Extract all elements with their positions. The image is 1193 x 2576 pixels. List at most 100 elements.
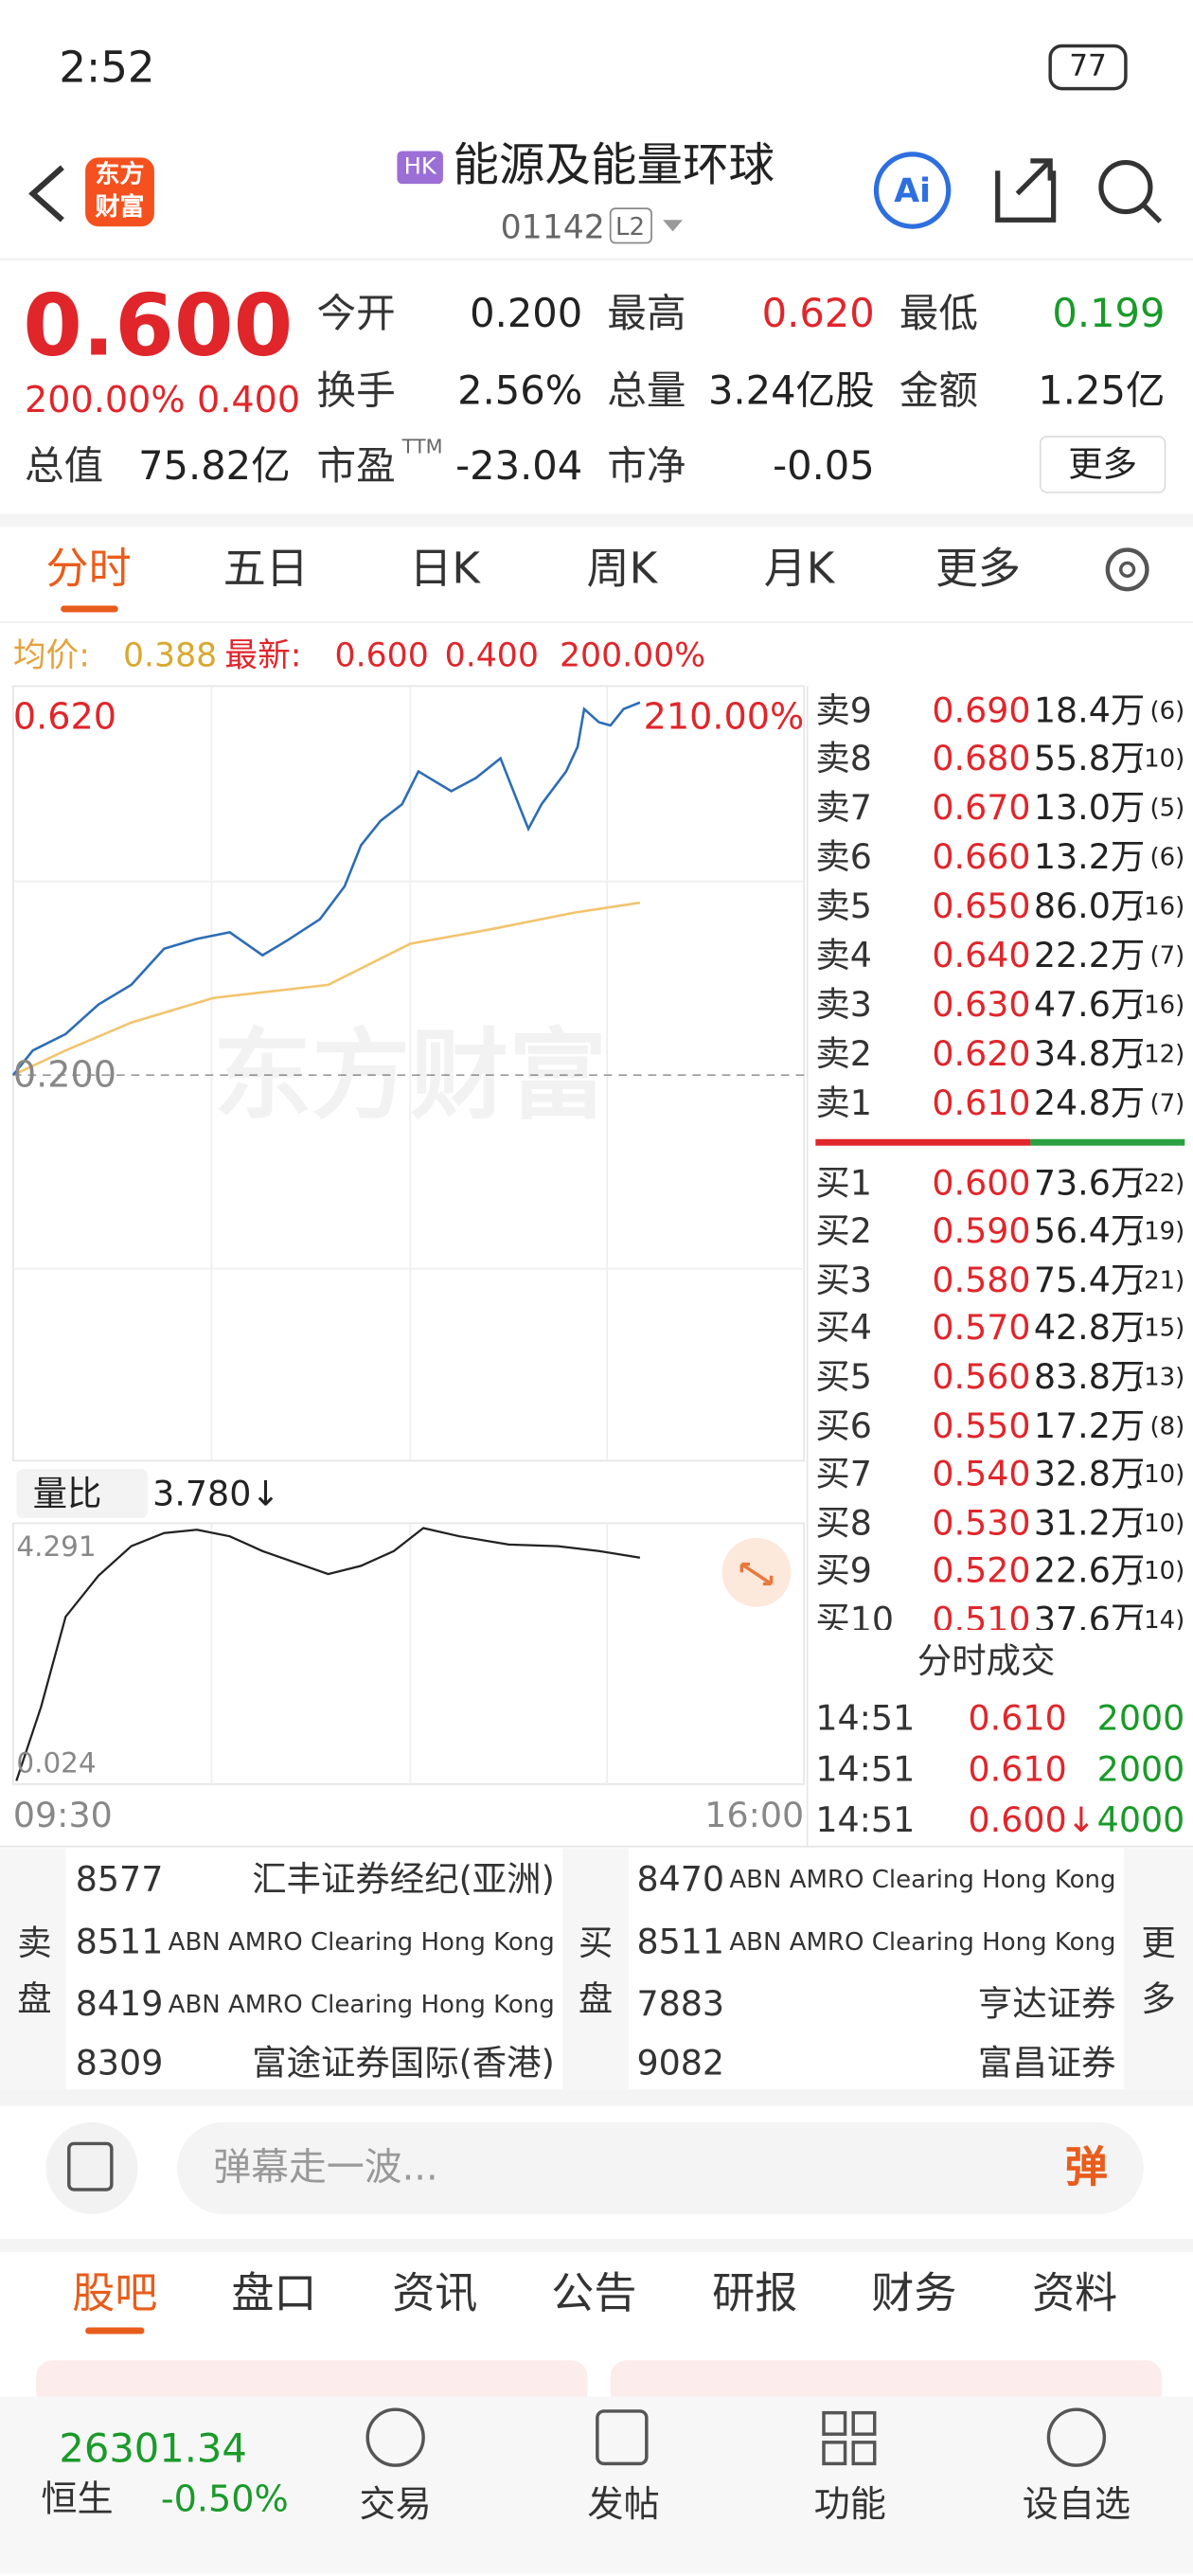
nav-item[interactable]: 设自选 bbox=[1022, 2484, 1131, 2527]
field-value: -23.04 bbox=[455, 442, 583, 490]
chart-tab[interactable]: 日K bbox=[409, 545, 480, 595]
book-volume: 24.8万 bbox=[1033, 1082, 1146, 1122]
chart-tab[interactable]: 分时 bbox=[45, 545, 132, 595]
book-volume: 83.8万 bbox=[1033, 1357, 1146, 1397]
order-book: 卖9 0.690 18.4万 (6) 卖8 0.680 55.8万 (10) 卖7 0.670 13… bbox=[0, 686, 1193, 1630]
buy-label: 盘 bbox=[578, 1978, 614, 2018]
field-value: 1.25亿 bbox=[1038, 367, 1166, 414]
book-price: 0.580 bbox=[932, 1260, 1031, 1300]
battery: 77 bbox=[1069, 48, 1107, 84]
book-price: 0.570 bbox=[932, 1308, 1031, 1349]
logo: 东方 bbox=[95, 158, 145, 188]
book-count: (10) bbox=[1133, 1458, 1185, 1490]
comment-input[interactable]: 弹幕走一波... bbox=[213, 2146, 438, 2190]
level-badge: L2 bbox=[614, 210, 646, 241]
section-tab[interactable]: 研报 bbox=[712, 2269, 798, 2319]
field-value: 3.24亿股 bbox=[707, 367, 875, 414]
broker-more[interactable]: 多 bbox=[1141, 1978, 1176, 2018]
more-button[interactable]: 更多 bbox=[1068, 443, 1138, 484]
trade-price: 0.610 bbox=[968, 1748, 1067, 1789]
book-count: (6) bbox=[1149, 842, 1185, 872]
book-volume: 86.0万 bbox=[1033, 886, 1146, 926]
ratio-max: 4.291 bbox=[16, 1530, 97, 1564]
broker-name: 富途证券国际(香港) bbox=[252, 2042, 555, 2083]
time-start: 09:30 bbox=[12, 1795, 113, 1834]
section-tab[interactable]: 股吧 bbox=[72, 2269, 158, 2319]
book-level: 卖2 bbox=[815, 1033, 872, 1074]
pct-high: 210.00% bbox=[643, 697, 805, 739]
status-time: 2:52 bbox=[59, 44, 155, 94]
latest-label: 最新: bbox=[224, 635, 302, 675]
broker-code: 9082 bbox=[636, 2042, 725, 2083]
ai-button[interactable]: Ai bbox=[894, 170, 931, 210]
trade-volume: 2000 bbox=[1096, 1697, 1185, 1738]
book-count: (13) bbox=[1133, 1362, 1185, 1392]
sell-label: 盘 bbox=[17, 1978, 52, 2018]
field-label: 最低 bbox=[899, 290, 978, 337]
book-price: 0.510 bbox=[932, 1600, 1031, 1630]
broker-code: 8511 bbox=[75, 1921, 164, 1961]
book-price: 0.530 bbox=[932, 1502, 1031, 1543]
book-volume: 37.6万 bbox=[1033, 1600, 1146, 1630]
index-value: 26301.34 bbox=[59, 2425, 247, 2473]
broker-name: 汇丰证券经纪(亚洲) bbox=[252, 1858, 555, 1899]
book-level: 买2 bbox=[815, 1211, 872, 1251]
nav-item[interactable]: 功能 bbox=[813, 2484, 886, 2527]
danmu-button[interactable]: 弹 bbox=[1064, 2143, 1108, 2193]
nav-item[interactable]: 发帖 bbox=[587, 2484, 660, 2527]
broker-name: ABN AMRO Clearing Hong Kong bbox=[168, 1988, 555, 2018]
watermark: 东方财富 bbox=[213, 1019, 608, 1135]
field-value: 75.82亿 bbox=[138, 442, 291, 490]
field-label: 换手 bbox=[316, 367, 396, 414]
book-level: 买5 bbox=[815, 1357, 872, 1397]
book-count: (10) bbox=[1133, 1556, 1185, 1586]
book-volume: 18.4万 bbox=[1033, 689, 1146, 730]
book-level: 买9 bbox=[815, 1551, 872, 1591]
book-volume: 56.4万 bbox=[1033, 1211, 1146, 1251]
stock-name: 能源及能量环球 bbox=[453, 137, 775, 192]
section-tab[interactable]: 盘口 bbox=[231, 2269, 317, 2319]
book-price: 0.520 bbox=[932, 1551, 1031, 1591]
book-count: (7) bbox=[1149, 1087, 1185, 1118]
broker-more[interactable]: 更 bbox=[1141, 1923, 1176, 1962]
book-level: 卖3 bbox=[815, 984, 872, 1025]
book-count: (14) bbox=[1133, 1604, 1185, 1630]
book-level: 买4 bbox=[815, 1308, 872, 1349]
market-badge: HK bbox=[403, 153, 436, 181]
book-count: (5) bbox=[1149, 793, 1185, 823]
book-price: 0.550 bbox=[932, 1405, 1031, 1445]
logo: 财富 bbox=[95, 190, 145, 222]
ratio-value: 3.780↓ bbox=[152, 1473, 280, 1513]
index-name: 恒生 bbox=[41, 2479, 114, 2522]
stock-code: 01142 bbox=[500, 206, 605, 246]
book-price: 0.590 bbox=[932, 1211, 1031, 1251]
field-value: 0.199 bbox=[1052, 290, 1166, 337]
latest-value: 0.600 bbox=[334, 635, 429, 675]
broker-code: 8470 bbox=[636, 1858, 725, 1899]
trades-title[interactable]: 分时成交 bbox=[917, 1640, 1056, 1680]
chart-tab[interactable]: 更多 bbox=[935, 545, 1022, 595]
field-label: 最高 bbox=[607, 290, 686, 337]
chart-tab[interactable]: 周K bbox=[586, 545, 658, 595]
book-volume: 73.6万 bbox=[1033, 1162, 1146, 1203]
book-count: (16) bbox=[1133, 891, 1185, 921]
section-tab[interactable]: 财务 bbox=[871, 2269, 957, 2319]
chart-tab[interactable]: 五日 bbox=[223, 545, 309, 595]
book-volume: 22.6万 bbox=[1033, 1551, 1146, 1591]
section-tab[interactable]: 资料 bbox=[1032, 2269, 1118, 2319]
nav-item[interactable]: 交易 bbox=[359, 2484, 432, 2527]
field-label: 金额 bbox=[899, 367, 978, 414]
chart-tab[interactable]: 月K bbox=[763, 545, 835, 595]
book-volume: 32.8万 bbox=[1033, 1454, 1146, 1494]
ratio-min: 0.024 bbox=[16, 1746, 97, 1780]
ttm-label: TTM bbox=[401, 435, 443, 458]
section-tab[interactable]: 公告 bbox=[551, 2269, 637, 2319]
field-value: 0.620 bbox=[761, 290, 875, 337]
book-price: 0.600 bbox=[932, 1162, 1031, 1203]
field-label: 市净 bbox=[607, 442, 686, 490]
book-volume: 13.0万 bbox=[1033, 788, 1146, 828]
broker-code: 7883 bbox=[636, 1983, 725, 2024]
section-tab[interactable]: 资讯 bbox=[392, 2269, 478, 2319]
field-label: 今开 bbox=[316, 290, 396, 337]
book-count: (7) bbox=[1149, 940, 1185, 971]
